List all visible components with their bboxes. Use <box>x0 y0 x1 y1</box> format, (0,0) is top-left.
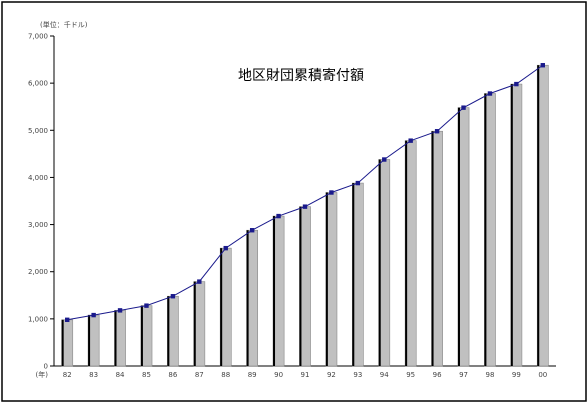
y-tick-label: 7,000 <box>28 33 48 41</box>
unit-label: (単位：千ドル) <box>40 20 88 29</box>
line-marker <box>117 308 123 313</box>
bar-edge <box>484 93 487 366</box>
x-tick-label: 95 <box>406 371 415 379</box>
line-marker <box>197 279 202 284</box>
bar-edge <box>246 230 249 366</box>
chart-title: 地区財団累積寄付額 <box>238 67 364 84</box>
bar-edge <box>378 159 381 366</box>
y-tick-label: 6,000 <box>28 80 48 88</box>
bar-edge <box>140 305 143 366</box>
x-tick-label: 87 <box>195 371 204 379</box>
line-marker <box>223 245 228 251</box>
y-tick-label: 3,000 <box>28 221 48 229</box>
y-tick-label: 4,000 <box>28 174 48 182</box>
x-tick-label: 92 <box>327 371 336 379</box>
line-series <box>65 63 545 322</box>
bar-edge <box>431 131 434 366</box>
bar-edge <box>457 107 460 367</box>
bar-edge <box>193 281 196 366</box>
x-tick-label: 85 <box>142 371 151 379</box>
bar-edge <box>114 310 117 366</box>
x-tick-label: 97 <box>459 371 468 379</box>
line-marker <box>91 312 96 318</box>
line-marker <box>302 204 308 209</box>
x-tick-label: 90 <box>274 371 283 379</box>
x-tick-label: 98 <box>485 371 494 379</box>
x-tick-label: 84 <box>116 371 125 379</box>
x-tick-label: 89 <box>248 371 257 379</box>
y-tick-label: 0 <box>44 363 48 371</box>
bar-edge <box>167 296 170 366</box>
line-marker <box>329 190 334 195</box>
line-marker <box>540 63 545 68</box>
line-marker <box>514 81 519 87</box>
line-marker <box>382 157 387 162</box>
bar-edge <box>88 315 91 366</box>
line-marker <box>249 228 255 233</box>
x-tick-label: 88 <box>221 371 230 379</box>
x-tick-label: 82 <box>63 371 72 379</box>
line-marker <box>144 303 149 308</box>
bar-edge <box>273 216 276 366</box>
y-tick-label: 5,000 <box>28 127 48 135</box>
y-axis: 0 1,000 2,000 3,000 4,000 5,000 6,000 7,000 <box>28 33 55 371</box>
x-tick-label: 94 <box>380 371 389 379</box>
bar-edge <box>220 248 223 366</box>
line-marker <box>434 129 440 134</box>
x-tick-label: 99 <box>512 371 521 379</box>
bar-edge <box>61 319 64 366</box>
x-tick-label: 96 <box>433 371 442 379</box>
bar-edge <box>537 65 540 366</box>
x-tick-label: 86 <box>168 371 177 379</box>
x-tick-label: 91 <box>301 371 310 379</box>
line-marker <box>65 317 70 322</box>
x-tick-label: 00 <box>538 371 547 379</box>
bar-edge <box>299 206 302 366</box>
bar-series <box>61 64 549 367</box>
bar-edge <box>405 140 408 366</box>
bar-edge <box>352 183 355 366</box>
line-marker <box>355 180 361 186</box>
bar-edge <box>510 84 513 366</box>
line-marker <box>276 213 281 219</box>
x-axis-prefix: (年) <box>36 370 49 379</box>
line-marker <box>408 138 413 143</box>
line-marker <box>487 91 493 96</box>
line-marker <box>170 294 176 299</box>
bar-edge <box>325 192 328 366</box>
x-tick-label: 83 <box>89 371 98 379</box>
line-marker <box>461 105 466 110</box>
y-tick-label: 2,000 <box>28 268 48 276</box>
x-tick-label: 93 <box>353 371 362 379</box>
y-tick-label: 1,000 <box>28 315 48 323</box>
